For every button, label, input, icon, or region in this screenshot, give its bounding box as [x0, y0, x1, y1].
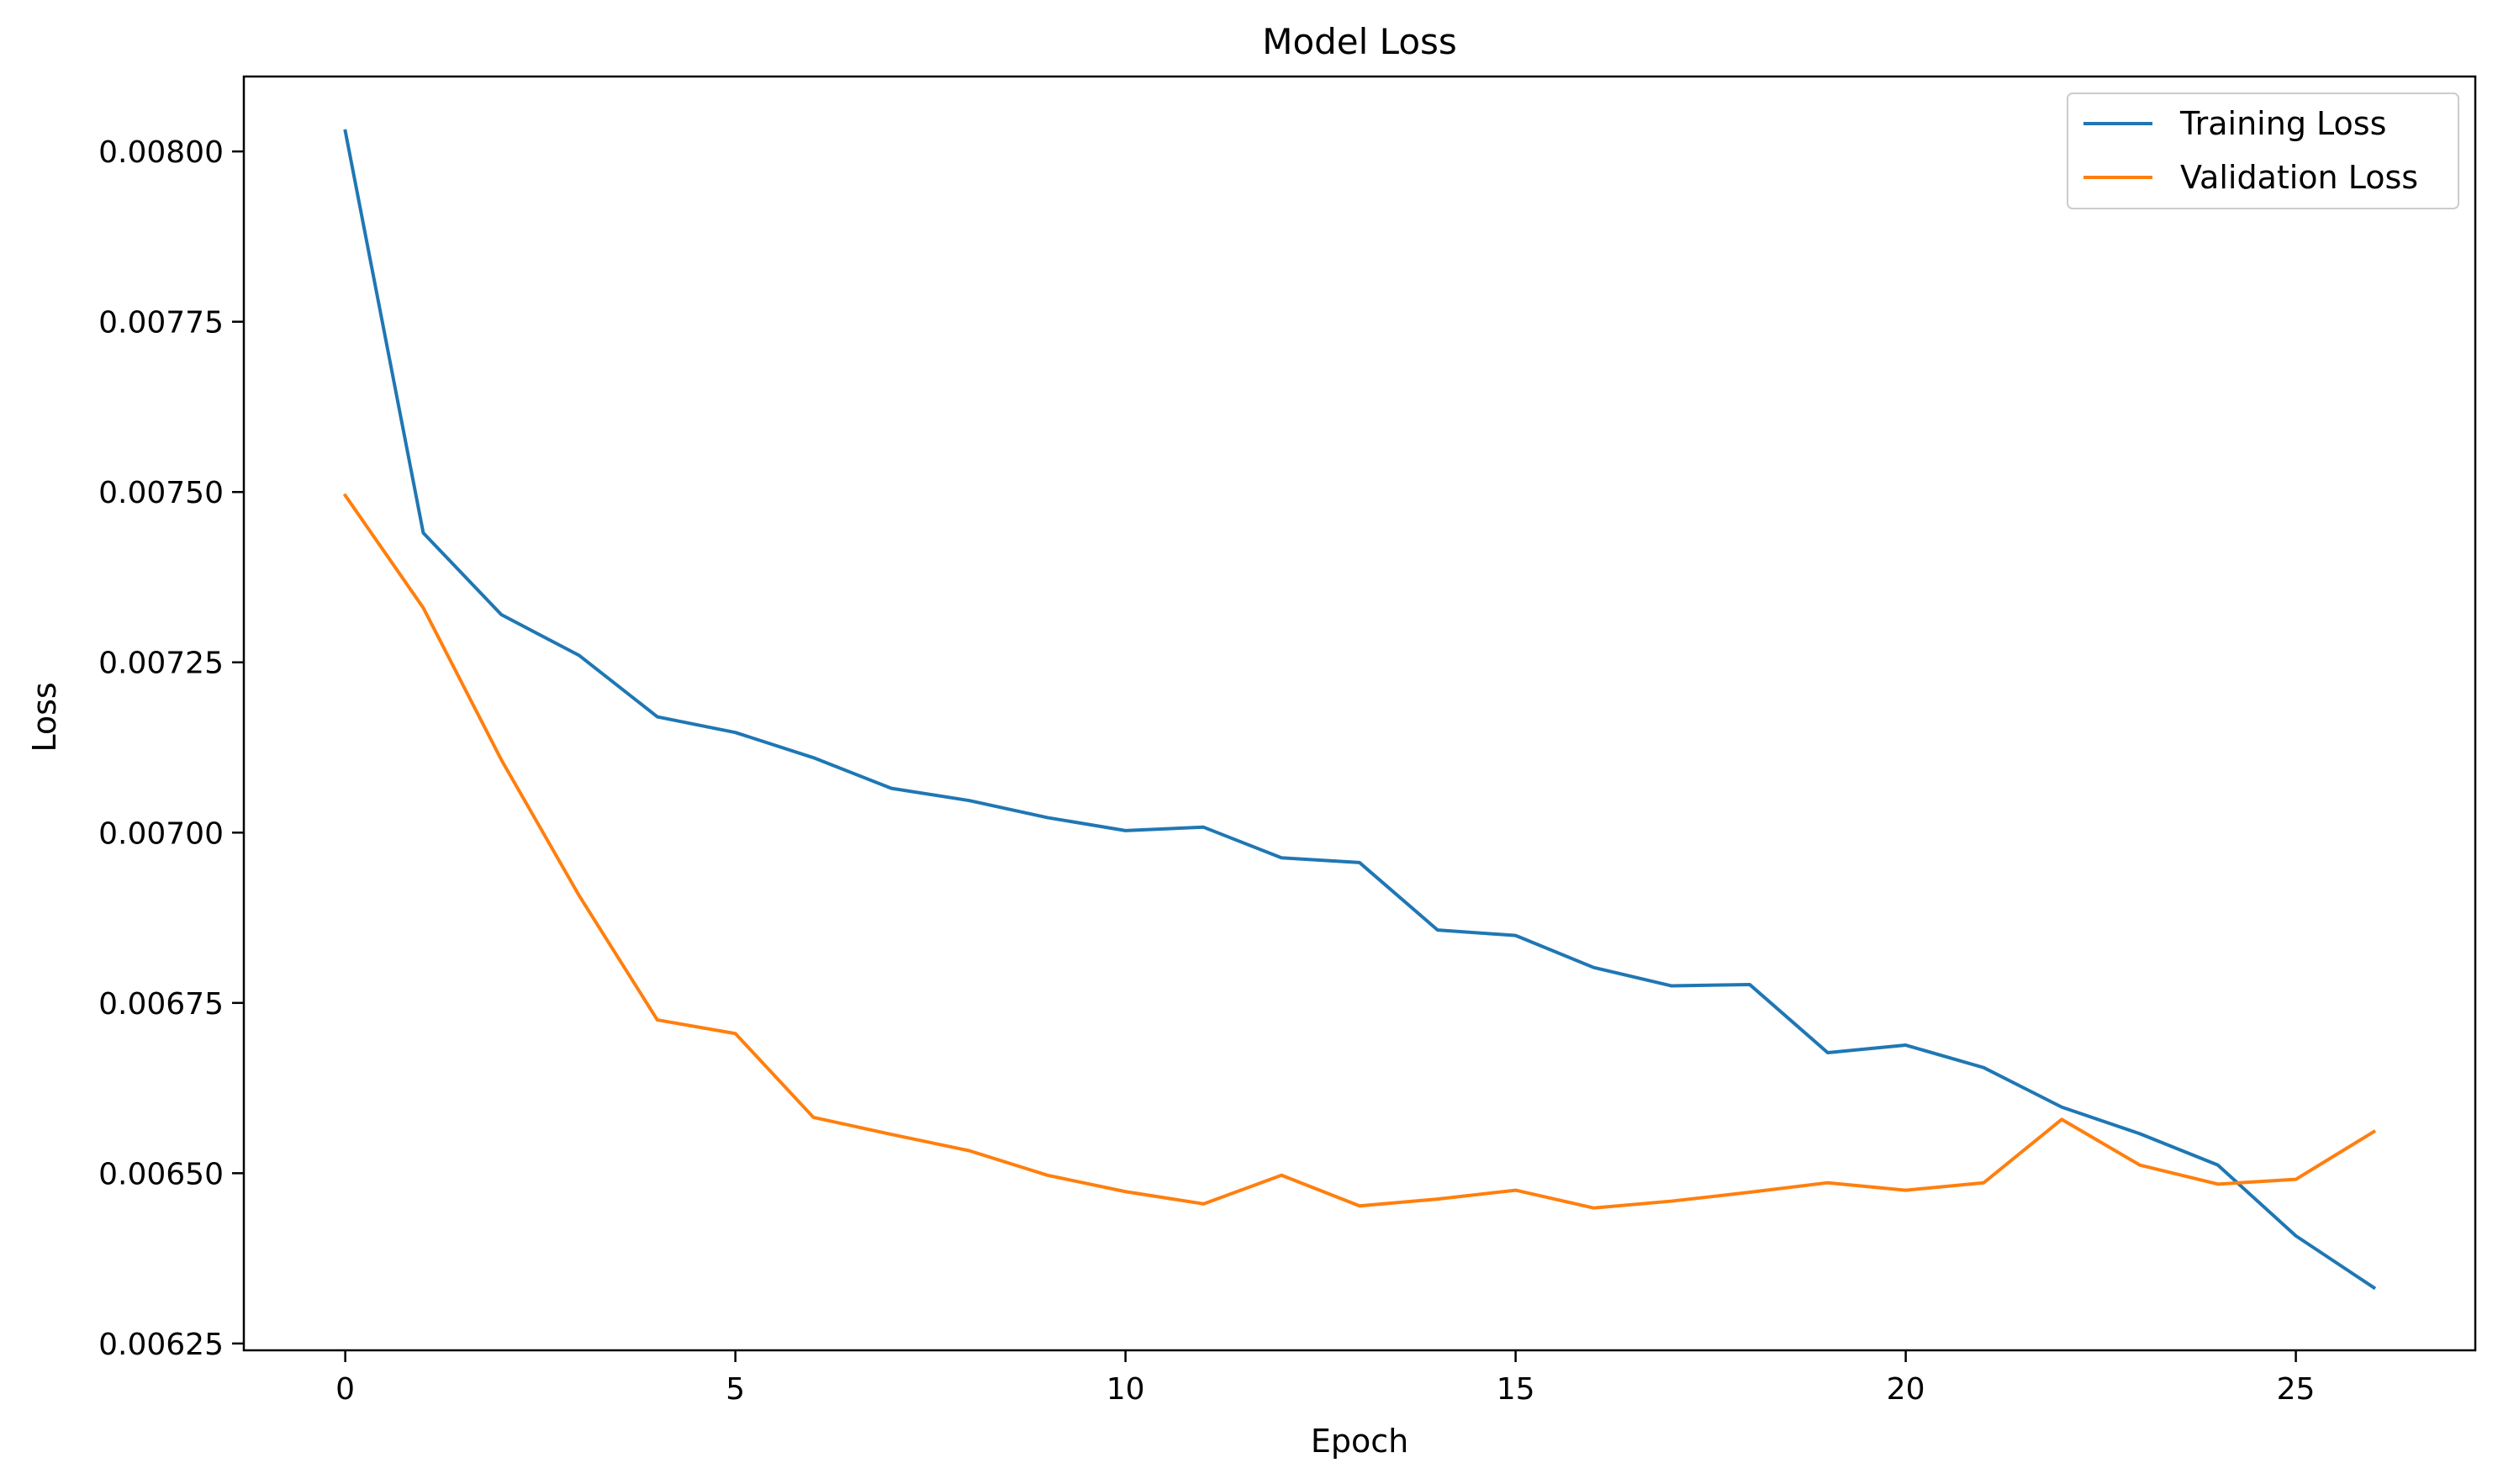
x-tick-label: 5 — [726, 1372, 745, 1407]
x-tick-label: 10 — [1106, 1372, 1145, 1407]
validation-loss-line — [342, 493, 2377, 1210]
x-tick-label: 15 — [1497, 1372, 1535, 1407]
legend-label-validation-loss: Validation Loss — [2180, 159, 2418, 196]
training-loss-line — [343, 129, 2377, 1291]
y-axis-label: Loss — [26, 682, 63, 752]
x-axis-ticks: 0 5 10 15 20 25 — [335, 1350, 2315, 1407]
y-tick-label: 0.00675 — [98, 987, 224, 1022]
plot-area — [242, 75, 2477, 1352]
y-tick-label: 0.00650 — [98, 1157, 224, 1191]
y-tick-label: 0.00625 — [98, 1328, 224, 1362]
y-tick-label: 0.00800 — [98, 135, 224, 170]
y-axis-ticks: 0.00625 0.00650 0.00675 0.00700 0.00725 0.007… — [98, 135, 244, 1362]
y-tick-label: 0.00775 — [98, 306, 224, 341]
x-tick-label: 0 — [335, 1372, 355, 1407]
chart-title: Model Loss — [1262, 21, 1457, 62]
legend-box — [2067, 92, 2459, 209]
legend-label-training-loss: Training Loss — [2179, 105, 2386, 142]
legend: Training Loss Validation Loss — [2067, 92, 2459, 209]
x-tick-label: 20 — [1887, 1372, 1925, 1407]
x-tick-label: 25 — [2277, 1372, 2316, 1407]
y-tick-label: 0.00725 — [98, 647, 224, 681]
x-axis-label: Epoch — [1311, 1423, 1408, 1460]
series-lines — [342, 129, 2377, 1291]
y-tick-label: 0.00700 — [98, 816, 224, 851]
y-tick-label: 0.00750 — [98, 476, 224, 510]
